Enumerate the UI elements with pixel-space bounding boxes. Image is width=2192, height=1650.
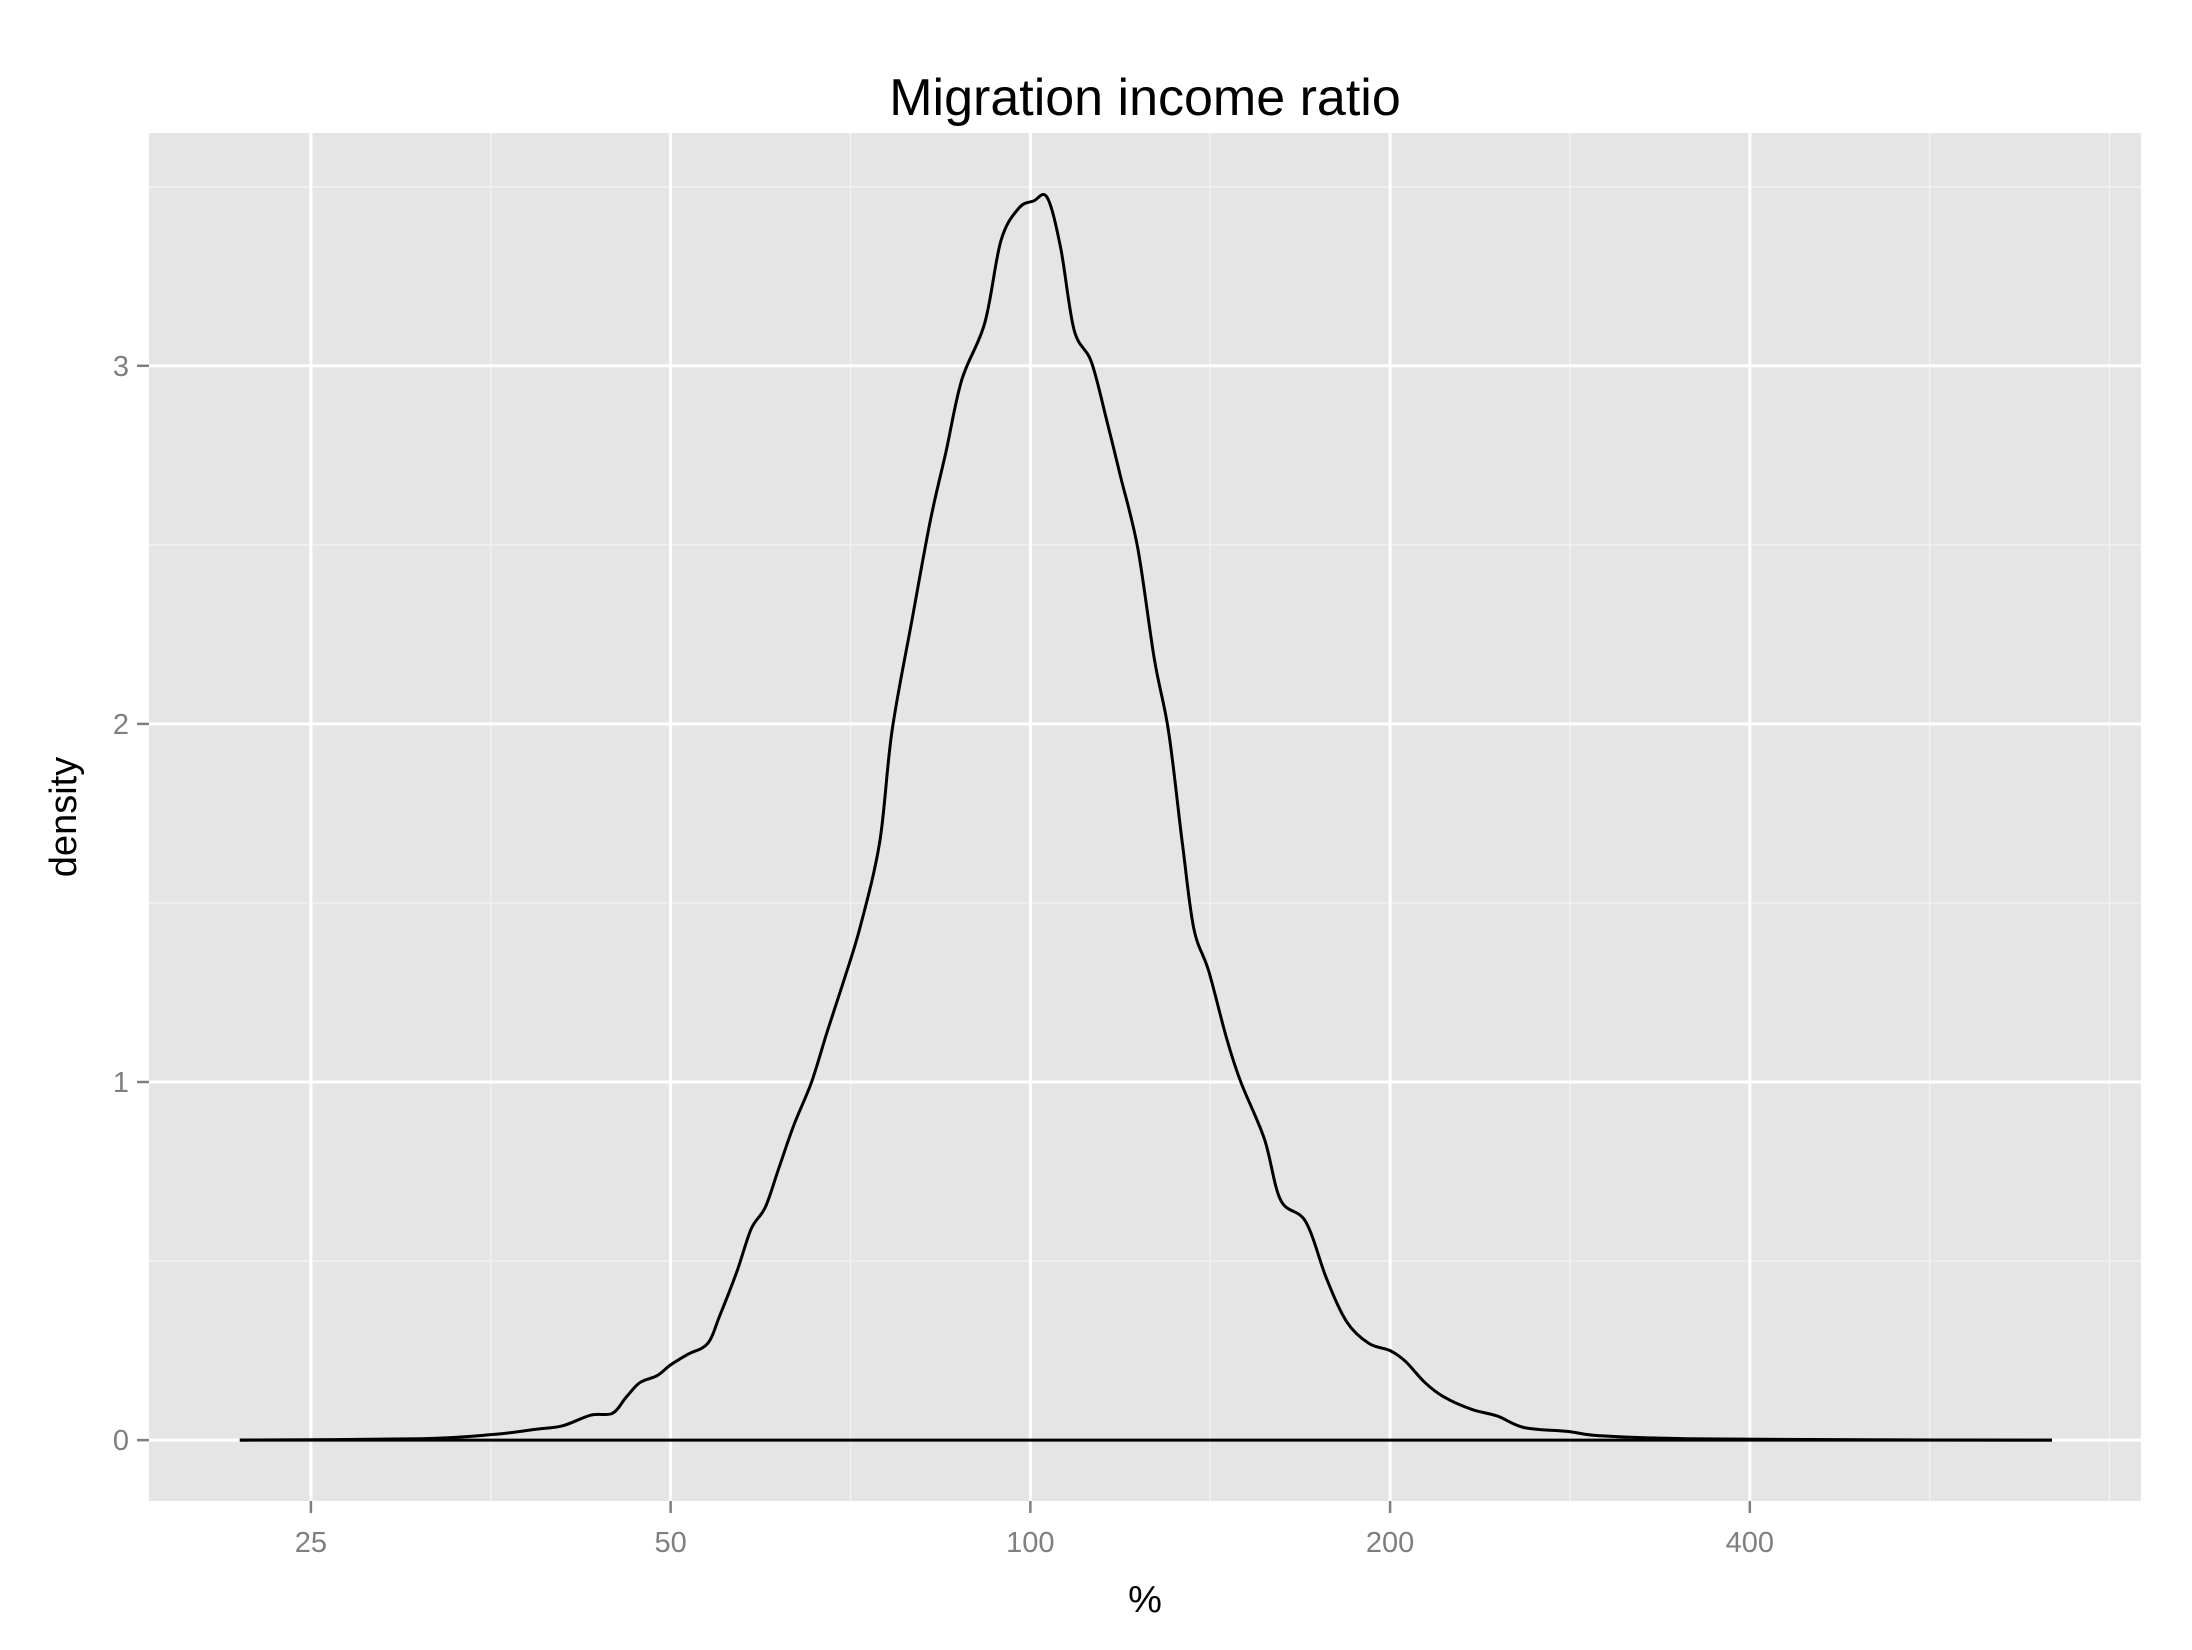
gridlines	[149, 133, 2141, 1501]
x-tick-label: 25	[295, 1527, 327, 1559]
density-line	[239, 193, 2053, 1442]
x-axis-title: %	[1128, 1579, 1162, 1621]
axes: 25 50 100 200 400 0 1 2 3	[113, 351, 1774, 1559]
chart-title: Migration income ratio	[889, 69, 1401, 127]
y-tick-label: 0	[113, 1425, 129, 1457]
y-axis-title: density	[43, 757, 85, 877]
plot-panel	[149, 133, 2141, 1501]
x-tick-label: 100	[1006, 1527, 1054, 1559]
y-tick-label: 2	[113, 709, 129, 741]
x-tick-label: 50	[655, 1527, 687, 1559]
y-tick-label: 1	[113, 1067, 129, 1099]
y-tick-label: 3	[113, 351, 129, 383]
density-curve-group	[239, 193, 2053, 1442]
x-tick-label: 400	[1726, 1527, 1774, 1559]
x-tick-label: 200	[1366, 1527, 1414, 1559]
